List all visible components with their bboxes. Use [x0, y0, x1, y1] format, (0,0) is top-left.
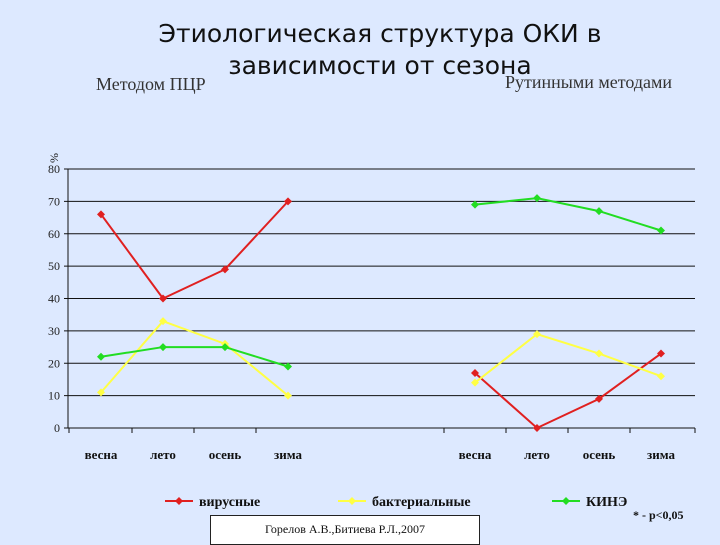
data-point	[97, 352, 105, 361]
series-line	[100, 200, 289, 300]
data-point	[533, 330, 541, 339]
data-point	[595, 207, 603, 216]
data-point	[533, 424, 541, 432]
y-tick-label: 10	[48, 389, 60, 403]
series-line	[100, 346, 289, 368]
series-line	[474, 333, 662, 384]
y-tick-label: 30	[48, 324, 60, 338]
x-tick-label: зима	[647, 447, 675, 462]
left-method-label: Методом ПЦР	[96, 74, 206, 94]
y-tick-label: 70	[48, 194, 60, 208]
data-point	[221, 343, 229, 352]
y-tick-label: 0	[54, 421, 60, 435]
data-point	[595, 349, 603, 358]
y-tick-label: 80	[48, 162, 60, 176]
legend-label: КИНЭ	[586, 495, 627, 510]
right-method-label: Рутинными методами	[505, 72, 673, 92]
data-point	[221, 265, 229, 274]
data-point	[657, 372, 665, 381]
x-tick-label: зима	[274, 447, 302, 462]
citation-box: Горелов А.В.,Битиева Р.Л.,2007	[210, 515, 480, 545]
data-point	[284, 391, 292, 400]
significance-note: * - р<0,05	[633, 508, 684, 522]
data-point	[97, 388, 105, 397]
legend-marker	[562, 497, 570, 505]
data-point	[284, 197, 292, 206]
x-tick-label: осень	[583, 447, 616, 462]
y-tick-label: 60	[48, 227, 60, 241]
data-point	[471, 378, 479, 387]
legend-label: бактериальные	[372, 495, 471, 510]
data-point	[657, 226, 665, 235]
x-tick-label: осень	[209, 447, 242, 462]
y-tick-label: 40	[48, 292, 60, 306]
chart-title: Этиологическая структура ОКИ в зависимос…	[158, 19, 602, 80]
data-point	[159, 317, 167, 326]
x-tick-label: весна	[459, 447, 492, 462]
data-point	[471, 368, 479, 377]
x-tick-label: лето	[524, 447, 550, 462]
x-tick-label: весна	[85, 447, 118, 462]
y-tick-label: 50	[48, 259, 60, 273]
legend-label: вирусные	[199, 495, 260, 510]
data-point	[159, 343, 167, 352]
data-point	[284, 362, 292, 371]
data-point	[657, 349, 665, 358]
series-line	[474, 197, 662, 232]
series-line	[474, 352, 662, 430]
legend-marker	[348, 497, 356, 505]
series-line	[100, 319, 289, 397]
data-point	[159, 294, 167, 303]
data-point	[533, 194, 541, 203]
legend-marker	[175, 497, 183, 505]
y-tick-label: 20	[48, 356, 60, 370]
data-point	[471, 200, 479, 209]
data-point	[595, 394, 603, 403]
data-point	[97, 210, 105, 219]
y-axis-label: %	[47, 153, 61, 163]
x-tick-label: лето	[150, 447, 176, 462]
